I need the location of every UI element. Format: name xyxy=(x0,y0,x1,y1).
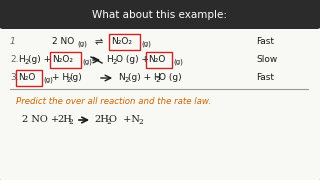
FancyBboxPatch shape xyxy=(3,11,317,25)
Text: (g): (g) xyxy=(141,41,151,47)
Text: 2: 2 xyxy=(138,118,143,126)
Text: N₂O₂: N₂O₂ xyxy=(111,37,132,46)
Bar xyxy=(16,70,42,86)
Text: Fast: Fast xyxy=(256,37,274,46)
Text: H: H xyxy=(18,55,25,64)
Text: Predict the over all reaction and the rate law.: Predict the over all reaction and the ra… xyxy=(16,98,211,107)
Text: 2: 2 xyxy=(113,59,117,65)
Text: 1: 1 xyxy=(10,37,16,46)
Text: 2: 2 xyxy=(156,77,160,83)
Text: 2: 2 xyxy=(68,118,73,126)
Text: (g) +: (g) + xyxy=(28,55,51,64)
Bar xyxy=(50,52,81,68)
FancyBboxPatch shape xyxy=(0,0,320,29)
Text: (g): (g) xyxy=(77,41,87,47)
Text: H: H xyxy=(106,55,113,64)
Text: N₂O: N₂O xyxy=(18,73,36,82)
Text: (g): (g) xyxy=(173,59,183,65)
Text: N₂O: N₂O xyxy=(148,55,165,64)
Text: 2H: 2H xyxy=(94,116,109,125)
Text: What about this example:: What about this example: xyxy=(92,10,228,20)
Text: N: N xyxy=(118,73,125,82)
Text: ⇌: ⇌ xyxy=(95,37,103,47)
Bar xyxy=(146,52,172,68)
Text: 2: 2 xyxy=(25,59,29,65)
Text: O (g): O (g) xyxy=(159,73,182,82)
Text: 2 NO +: 2 NO + xyxy=(22,116,59,125)
Text: (g): (g) xyxy=(69,73,82,82)
Text: O  +N: O +N xyxy=(109,116,140,125)
Text: 2 NO: 2 NO xyxy=(52,37,74,46)
Text: O (g) +: O (g) + xyxy=(116,55,149,64)
Text: N₂O₂: N₂O₂ xyxy=(52,55,73,64)
Text: 2: 2 xyxy=(125,77,129,83)
Text: Slow: Slow xyxy=(256,55,277,64)
Text: (g): (g) xyxy=(82,59,92,65)
Text: (g): (g) xyxy=(43,77,53,83)
Text: 2.: 2. xyxy=(10,55,19,64)
Bar xyxy=(109,34,140,50)
Text: (g) + H: (g) + H xyxy=(128,73,161,82)
Text: + H: + H xyxy=(52,73,69,82)
Text: 2: 2 xyxy=(106,118,111,126)
Text: Fast: Fast xyxy=(256,73,274,82)
Text: 3.: 3. xyxy=(10,73,19,82)
Text: 2: 2 xyxy=(66,77,71,83)
Text: 2H: 2H xyxy=(57,116,72,125)
